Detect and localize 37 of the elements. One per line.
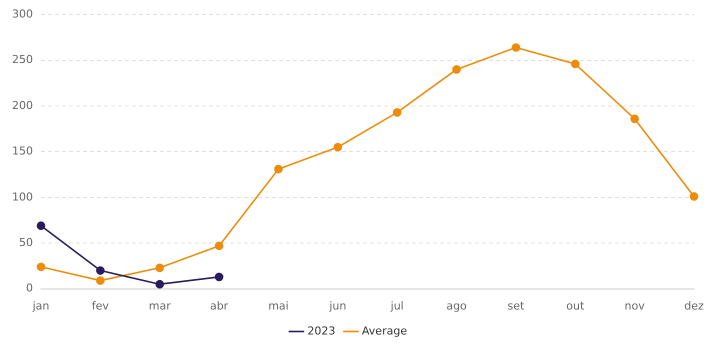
point bbox=[36, 221, 46, 230]
point bbox=[96, 266, 105, 275]
point bbox=[512, 43, 520, 52]
x-tick-label: ago bbox=[446, 299, 468, 312]
y-tick-label: 300 bbox=[12, 7, 33, 20]
point bbox=[570, 60, 580, 68]
x-tick-label: jul bbox=[390, 299, 404, 312]
point bbox=[214, 242, 224, 250]
legend-label: 2023 bbox=[307, 324, 336, 338]
x-tick-label: jun bbox=[328, 299, 346, 312]
legend-label: Average bbox=[362, 324, 408, 338]
y-tick-label: 100 bbox=[12, 190, 33, 204]
point bbox=[630, 114, 639, 124]
x-tick-label: jan bbox=[32, 299, 50, 312]
y-tick-label: 50 bbox=[18, 236, 33, 249]
point bbox=[690, 192, 698, 201]
point bbox=[36, 262, 46, 272]
point bbox=[274, 164, 283, 174]
x-tick-label: fev bbox=[92, 299, 110, 312]
point bbox=[96, 276, 105, 285]
point bbox=[334, 142, 342, 152]
point bbox=[155, 280, 164, 289]
y-tick-label: 0 bbox=[26, 282, 33, 295]
point bbox=[392, 108, 402, 117]
x-tick-label: mar bbox=[148, 299, 172, 312]
x-tick-label: abr bbox=[210, 299, 229, 312]
x-tick-label: nov bbox=[624, 299, 646, 312]
x-tick-label: mai bbox=[268, 299, 289, 312]
y-tick-label: 200 bbox=[12, 98, 33, 112]
point bbox=[214, 272, 224, 282]
x-tick-label: dez bbox=[684, 299, 704, 312]
x-tick-label: out bbox=[566, 299, 585, 312]
point bbox=[155, 263, 164, 272]
y-tick-label: 250 bbox=[12, 53, 33, 66]
point bbox=[452, 65, 461, 74]
y-tick-label: 150 bbox=[12, 144, 33, 158]
x-tick-label: set bbox=[508, 299, 525, 312]
